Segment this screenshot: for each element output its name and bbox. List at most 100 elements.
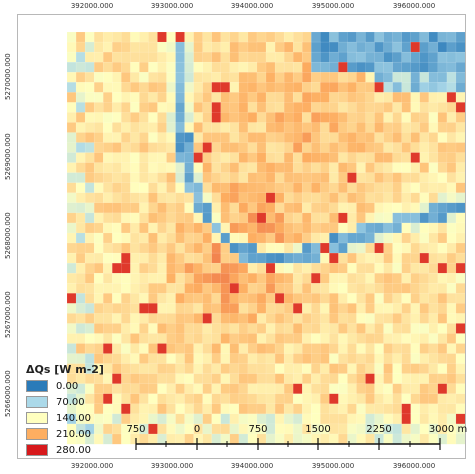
raster-cell: [130, 202, 140, 214]
raster-cell: [392, 232, 403, 244]
raster-cell: [220, 383, 231, 395]
raster-cell: [356, 252, 366, 264]
raster-cell: [121, 162, 131, 174]
raster-cell: [66, 82, 77, 93]
raster-cell: [84, 41, 95, 53]
raster-cell: [356, 222, 366, 234]
raster-cell: [66, 182, 77, 194]
map-canvas[interactable]: [17, 14, 466, 459]
raster-cell: [283, 262, 294, 274]
raster-cell: [102, 212, 113, 224]
raster-cell: [292, 313, 303, 324]
raster-cell: [320, 132, 330, 143]
raster-cell: [112, 242, 122, 254]
raster-cell: [220, 363, 231, 375]
raster-cell: [455, 262, 465, 274]
raster-cell: [66, 323, 77, 334]
raster-cell: [102, 142, 113, 153]
raster-cell: [148, 363, 158, 375]
raster-cell: [102, 202, 113, 214]
raster-cell: [329, 293, 339, 304]
raster-cell: [401, 212, 412, 224]
raster-cell: [374, 403, 384, 415]
raster-cell: [365, 51, 375, 63]
raster-cell: [247, 413, 258, 425]
raster-cell: [93, 333, 104, 344]
raster-cell: [292, 102, 303, 113]
raster-cell: [112, 112, 122, 123]
raster-cell: [229, 61, 240, 73]
raster-cell: [428, 232, 439, 244]
raster-cell: [121, 303, 131, 314]
raster-cell: [66, 51, 77, 63]
raster-cell: [292, 232, 303, 244]
raster-cell: [455, 31, 465, 43]
raster-cell: [148, 192, 158, 204]
raster-cell: [75, 202, 86, 214]
scale-label: 1500: [305, 424, 331, 435]
raster-cell: [437, 413, 448, 425]
raster-cell: [66, 313, 77, 324]
raster-cell: [184, 293, 195, 304]
raster-cell: [428, 61, 439, 73]
raster-cell: [175, 72, 186, 83]
raster-cell: [112, 82, 122, 93]
raster-cell: [455, 353, 465, 365]
raster-cell: [102, 293, 113, 304]
raster-cell: [84, 112, 95, 123]
raster-cell: [365, 162, 375, 174]
raster-cell: [374, 92, 384, 103]
raster-cell: [220, 272, 231, 284]
raster-cell: [329, 303, 339, 314]
raster-cell: [184, 353, 195, 365]
raster-cell: [148, 61, 158, 73]
raster-cell: [419, 61, 430, 73]
raster-cell: [329, 222, 339, 234]
raster-cell: [157, 413, 167, 425]
raster-cell: [329, 202, 339, 214]
raster-cell: [292, 343, 303, 354]
raster-cell: [392, 152, 403, 164]
raster-cell: [265, 373, 276, 385]
raster-cell: [301, 142, 312, 153]
raster-cell: [292, 353, 303, 365]
raster-cell: [419, 323, 430, 334]
raster-cell: [229, 363, 240, 375]
raster-cell: [247, 132, 258, 143]
raster-cell: [220, 343, 231, 354]
raster-cell: [347, 313, 357, 324]
raster-cell: [175, 61, 186, 73]
raster-cell: [347, 72, 357, 83]
raster-cell: [84, 333, 95, 344]
raster-cell: [374, 262, 384, 274]
raster-cell: [238, 182, 249, 194]
legend-swatch: [26, 380, 48, 392]
raster-cell: [455, 363, 465, 375]
raster-cell: [347, 222, 357, 234]
raster-cell: [184, 192, 195, 204]
raster-cell: [229, 242, 240, 254]
raster-cell: [274, 142, 285, 153]
raster-cell: [166, 142, 176, 153]
raster-cell: [130, 182, 140, 194]
raster-cell: [437, 313, 448, 324]
scale-label: 750: [126, 424, 146, 435]
raster-cell: [274, 222, 285, 234]
raster-cell: [121, 102, 131, 113]
raster-cell: [265, 293, 276, 304]
raster-cell: [157, 283, 167, 294]
raster-cell: [211, 51, 222, 63]
raster-cell: [329, 242, 339, 254]
raster-cell: [229, 72, 240, 83]
raster-cell: [401, 353, 412, 365]
raster-cell: [102, 182, 113, 194]
raster-cell: [157, 212, 167, 224]
raster-cell: [229, 122, 240, 133]
raster-cell: [220, 303, 231, 314]
raster-cell: [139, 61, 149, 73]
raster-cell: [347, 132, 357, 143]
raster-cell: [220, 172, 231, 184]
raster-cell: [356, 41, 366, 53]
raster-cell: [247, 82, 258, 93]
raster-cell: [202, 102, 213, 113]
